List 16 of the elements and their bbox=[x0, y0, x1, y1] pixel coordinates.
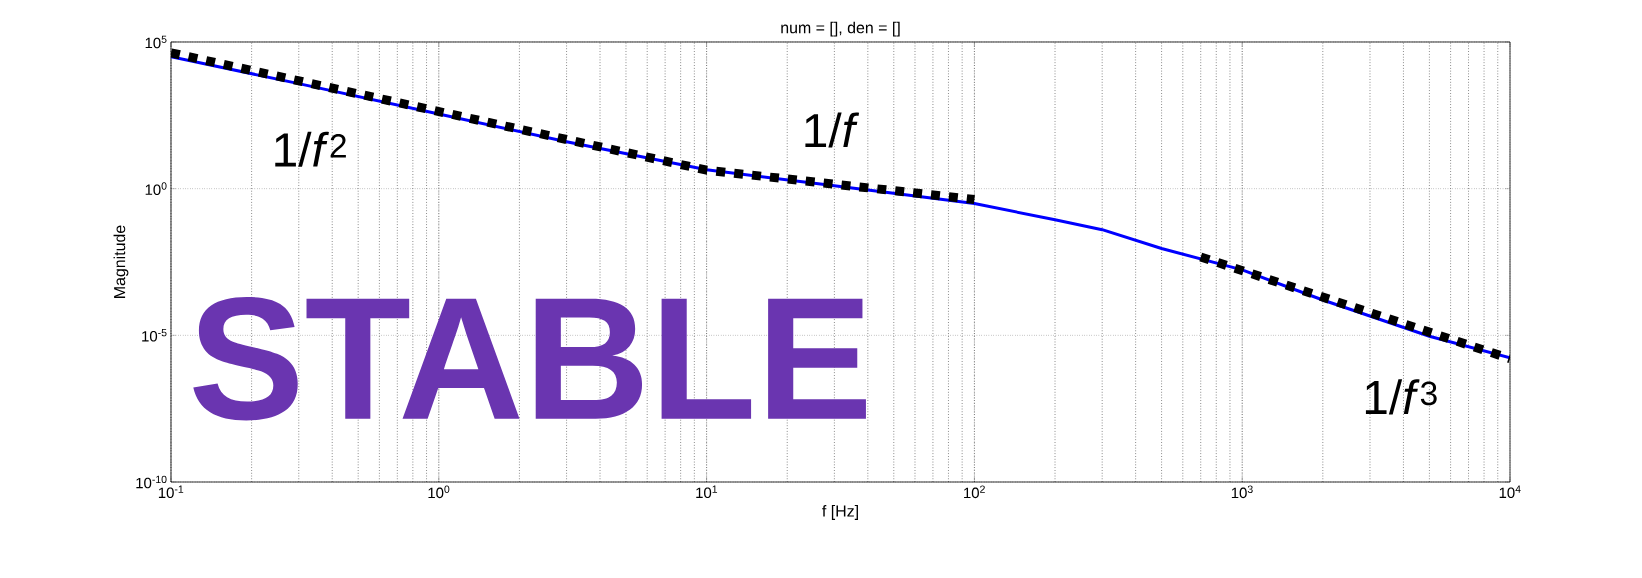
y-tick-label: 10$^{0}$ bbox=[145, 182, 167, 195]
x-tick-label: 10$^{4}$ bbox=[1499, 485, 1521, 499]
y-tick-label: 10$^{5}$ bbox=[145, 35, 167, 49]
annotation: 1/f$^{2}$ bbox=[275, 131, 346, 167]
x-tick-label: 10$^{1}$ bbox=[696, 485, 718, 499]
annotation: STABLE bbox=[193, 296, 866, 421]
annotation: 1/f bbox=[805, 112, 860, 148]
x-tick-label: 10$^{3}$ bbox=[1231, 485, 1253, 499]
y-tick-label: 10$^{-5}$ bbox=[142, 329, 167, 342]
x-tick-label: 10$^{-1}$ bbox=[158, 485, 184, 499]
annotation: 1/f$^{3}$ bbox=[1365, 379, 1437, 415]
x-tick-label: 10$^{2}$ bbox=[964, 485, 985, 499]
y-axis-title: Magnitude bbox=[113, 225, 129, 298]
chart-title: num = [], den = [] bbox=[781, 21, 900, 37]
x-tick-label: 10$^{0}$ bbox=[428, 485, 450, 499]
x-axis-title: f [Hz] bbox=[822, 505, 858, 520]
